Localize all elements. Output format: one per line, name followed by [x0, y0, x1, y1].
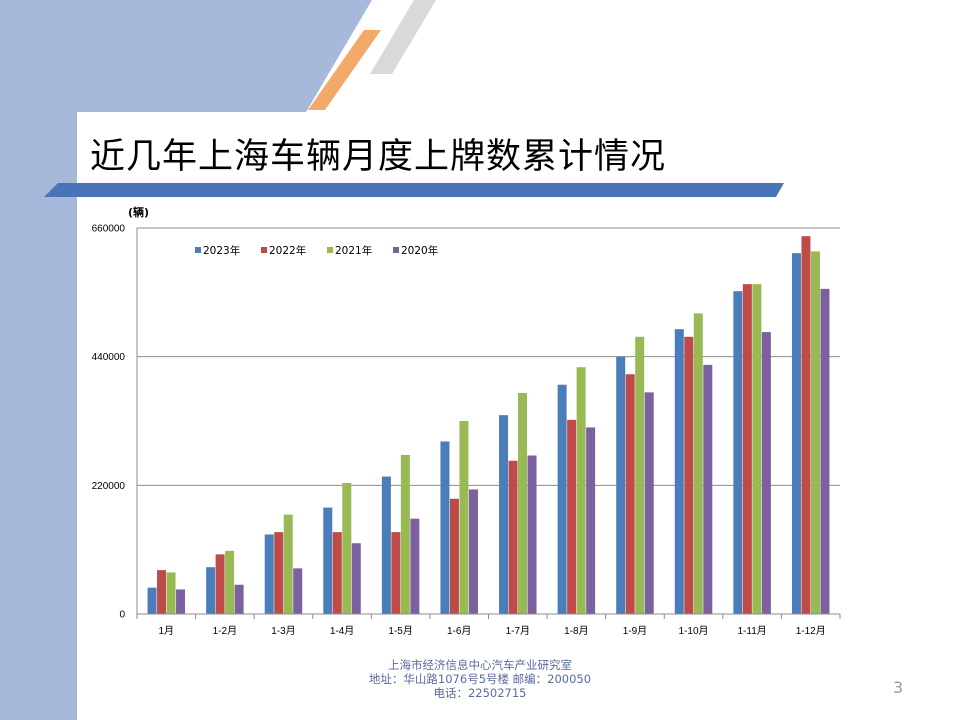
x-tick-label: 1-8月 — [564, 625, 588, 637]
orange-stripe — [308, 30, 381, 110]
bar — [147, 587, 157, 614]
sidebar-band — [0, 0, 77, 720]
bar — [625, 374, 635, 614]
bar — [644, 392, 654, 614]
x-tick-label: 1月 — [159, 625, 175, 637]
bar — [801, 236, 811, 615]
bar — [752, 284, 762, 614]
bar — [283, 514, 293, 614]
legend-label: 2020年 — [401, 244, 438, 257]
y-tick-label: 660000 — [92, 224, 126, 235]
title-bar — [44, 183, 784, 197]
bar — [400, 454, 410, 614]
x-tick-label: 1-9月 — [623, 625, 647, 637]
bar — [742, 284, 752, 614]
bar — [332, 532, 342, 614]
bar — [674, 329, 684, 614]
x-tick-label: 1-12月 — [796, 625, 826, 637]
footer-org: 上海市经济信息中心汽车产业研究室 — [388, 658, 572, 672]
y-tick-label: 0 — [119, 610, 125, 621]
x-tick-label: 1-10月 — [679, 625, 709, 637]
gray-stripe — [370, 0, 436, 74]
bar — [459, 421, 469, 614]
y-tick-label: 440000 — [92, 352, 126, 363]
legend-swatch — [393, 247, 399, 253]
x-tick-label: 1-2月 — [213, 625, 237, 637]
bar — [440, 441, 450, 614]
legend-label: 2023年 — [203, 244, 240, 257]
bar — [342, 482, 352, 614]
bar — [234, 584, 244, 614]
bar — [576, 367, 586, 614]
bar — [616, 356, 626, 614]
legend-swatch — [327, 247, 333, 253]
bar — [791, 253, 801, 614]
bar — [449, 498, 459, 614]
bar — [157, 570, 167, 614]
bar — [351, 543, 361, 614]
footer-address: 地址：华山路1076号5号楼 邮编：200050 — [368, 672, 592, 686]
x-tick-label: 1-6月 — [447, 625, 471, 637]
bar — [733, 291, 743, 614]
bar — [567, 419, 577, 614]
x-tick-label: 1-3月 — [271, 625, 295, 637]
x-tick-label: 1-7月 — [506, 625, 530, 637]
bar — [761, 332, 771, 614]
bar — [215, 554, 225, 614]
bar — [586, 427, 596, 614]
bar — [468, 489, 478, 614]
bar — [527, 455, 537, 614]
footer-phone: 电话：22502715 — [433, 686, 527, 700]
bar — [391, 532, 401, 614]
page-title: 近几年上海车辆月度上牌数累计情况 — [90, 137, 667, 177]
bar — [323, 507, 333, 614]
legend-swatch — [261, 247, 267, 253]
legend-swatch — [195, 247, 201, 253]
bar — [693, 313, 703, 614]
bar — [293, 568, 303, 614]
bar — [703, 364, 713, 614]
bar — [684, 336, 694, 614]
bar — [176, 589, 186, 614]
y-axis-unit: (辆) — [128, 205, 149, 219]
footer-contact: 上海市经济信息中心汽车产业研究室 地址：华山路1076号5号楼 邮编：20005… — [340, 658, 620, 700]
x-tick-label: 1-4月 — [330, 625, 354, 637]
x-tick-label: 1-5月 — [388, 625, 412, 637]
bar — [225, 550, 235, 614]
header-band — [0, 0, 372, 112]
y-tick-label: 220000 — [92, 481, 126, 492]
bar — [166, 572, 176, 614]
x-tick-label: 1-11月 — [737, 625, 766, 637]
bar — [820, 288, 830, 614]
bar — [410, 518, 420, 614]
bar — [635, 336, 645, 614]
legend-label: 2022年 — [269, 244, 306, 257]
bar — [499, 415, 509, 614]
page-number: 3 — [893, 678, 904, 697]
bar — [206, 567, 216, 614]
legend-label: 2021年 — [335, 244, 372, 257]
bar — [274, 532, 284, 614]
bar — [264, 534, 274, 614]
bar — [518, 392, 528, 614]
bar — [508, 460, 518, 614]
bar — [810, 251, 820, 615]
bar — [381, 476, 391, 614]
bar — [557, 384, 567, 614]
